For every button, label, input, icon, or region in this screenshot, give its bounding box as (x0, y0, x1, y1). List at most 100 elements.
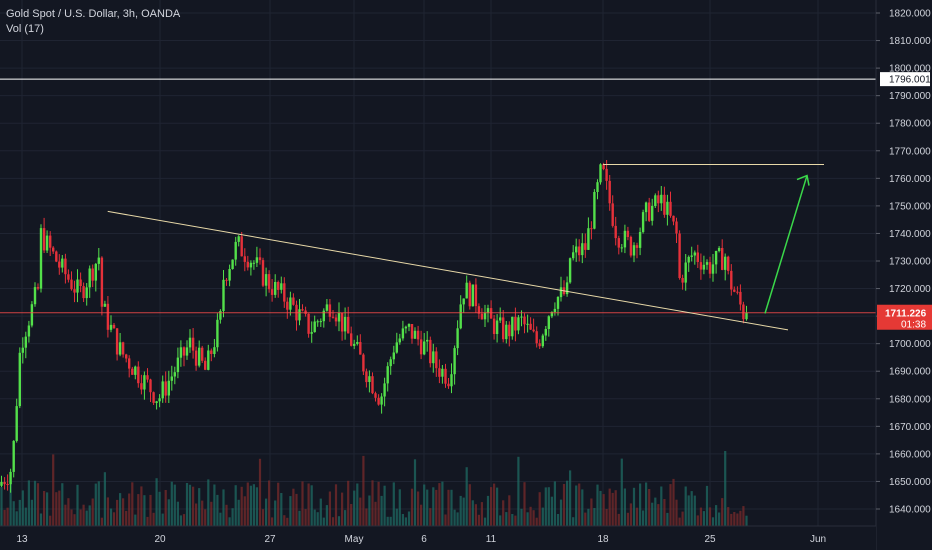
candle-body (365, 371, 368, 383)
volume-bar (678, 517, 681, 526)
candle-body (340, 313, 344, 332)
volume-bar (639, 483, 642, 526)
candle-body (733, 289, 736, 292)
candle-body (648, 202, 651, 221)
candle-body (502, 317, 505, 340)
candle-body (380, 396, 383, 405)
volume-bar (593, 508, 596, 526)
volume-bar (629, 503, 632, 526)
volume-bar (43, 491, 46, 526)
candle-body (112, 324, 116, 329)
volume-bar (690, 491, 693, 526)
price-tick-label: 1660.000 (889, 449, 931, 460)
candle-body (599, 164, 602, 183)
price-tick-label: 1640.000 (889, 505, 931, 516)
candle-body (191, 337, 195, 351)
volume-bar (12, 501, 15, 526)
chart-legend: Gold Spot / U.S. Dollar, 3h, OANDA Vol (… (6, 7, 180, 37)
candle-body (495, 320, 499, 334)
volume-bar (112, 512, 116, 526)
volume-bar (122, 498, 125, 526)
candle-body (669, 201, 672, 216)
candle-body (550, 312, 554, 317)
projection-arrow-head[interactable] (796, 174, 810, 186)
volume-bar (444, 514, 447, 526)
volume-bar (432, 487, 435, 526)
candle-body (237, 236, 240, 242)
projection-arrow-shaft[interactable] (764, 175, 808, 314)
candle-body (219, 311, 222, 320)
price-tick-label: 1730.000 (889, 257, 931, 268)
volume-bar (581, 489, 584, 526)
volume-bar (742, 506, 745, 526)
time-tick-label: 11 (486, 534, 497, 545)
candle-body (328, 304, 332, 317)
volume-indicator-label[interactable]: Vol (17) (6, 23, 44, 35)
candle-body (24, 336, 27, 348)
time-tick-label: 13 (16, 534, 28, 545)
volume-bar (243, 496, 246, 526)
candle-body (401, 328, 405, 339)
candle-body (629, 236, 633, 256)
candle-body (155, 401, 158, 403)
candle-body (267, 274, 271, 290)
volume-bar (30, 499, 33, 526)
candle-body (128, 358, 131, 369)
candle-body (505, 324, 508, 340)
candle-body (353, 343, 356, 346)
volume-bar (91, 498, 94, 526)
price-tick-label: 1650.000 (889, 477, 931, 488)
volume-bar (541, 507, 544, 526)
candle-body (468, 282, 471, 307)
candle-body (489, 308, 493, 319)
candle-body (3, 482, 6, 485)
candle-body (724, 256, 727, 270)
candle-body (36, 287, 40, 289)
volume-bar (635, 507, 639, 526)
candle-body (325, 304, 329, 311)
candle-body (568, 258, 572, 283)
candle-body (194, 350, 198, 366)
volume-bar (474, 504, 477, 526)
volume-bar (587, 508, 590, 526)
volume-bar (207, 479, 210, 526)
candle-body (684, 262, 687, 283)
volume-bar (265, 498, 268, 526)
candle-body (447, 383, 450, 387)
time-tick-label: 27 (264, 534, 276, 545)
volume-bar (331, 517, 335, 526)
volume-bar (435, 489, 438, 526)
candle-body (660, 194, 663, 204)
volume-bar (116, 499, 119, 526)
symbol-title[interactable]: Gold Spot / U.S. Dollar, 3h, OANDA (6, 8, 181, 20)
volume-bar (459, 495, 462, 526)
price-axis-panel[interactable] (876, 0, 932, 550)
candle-body (337, 313, 341, 322)
volume-bar (188, 484, 192, 526)
volume-bar (669, 484, 672, 526)
volume-bar (274, 500, 277, 526)
candle-body (413, 330, 417, 339)
volume-bar (693, 495, 696, 526)
candle-body (249, 262, 253, 268)
candle-body (85, 287, 88, 299)
volume-bar (240, 486, 243, 526)
candle-body (678, 233, 681, 278)
volume-bar (620, 458, 623, 526)
volume-bar (249, 485, 252, 526)
volume-bar (386, 516, 389, 526)
bar-countdown-label: 01:38 (901, 320, 926, 331)
volume-bar (708, 507, 712, 526)
descending-trendline[interactable] (107, 210, 789, 331)
candle-body (626, 230, 630, 237)
volume-bar (547, 487, 550, 526)
volume-bar (310, 485, 313, 526)
candle-body (27, 325, 31, 337)
volume-bar (179, 515, 182, 526)
volume-bar (617, 513, 620, 526)
volume-bar (234, 485, 237, 526)
time-axis-panel[interactable] (0, 526, 876, 550)
candle-body (486, 308, 490, 313)
volume-bar (164, 490, 167, 526)
